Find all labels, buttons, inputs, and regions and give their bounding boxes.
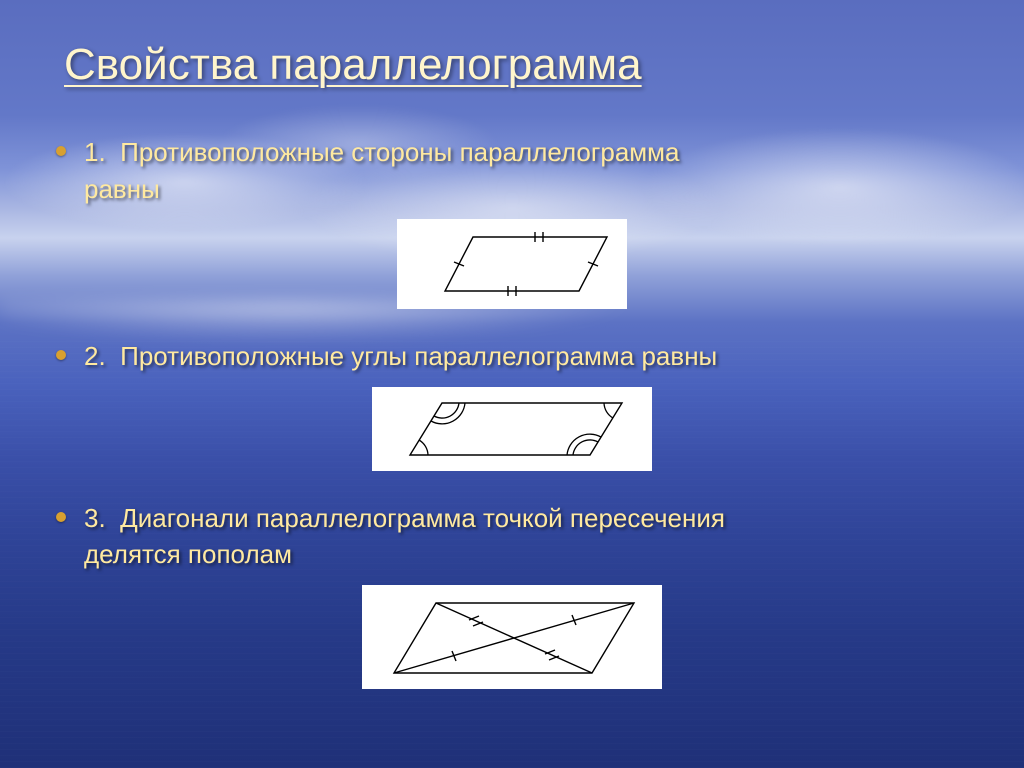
figure-3-wrap xyxy=(50,585,974,694)
property-1-line1: Противоположные стороны параллелограмма xyxy=(120,137,679,167)
property-1-line2: равны xyxy=(50,173,974,206)
figure-2-wrap xyxy=(50,387,974,476)
slide: Свойства параллелограмма 1. Противополож… xyxy=(0,0,1024,768)
figure-1-wrap xyxy=(50,219,974,314)
property-2-number: 2. xyxy=(84,341,106,371)
slide-title: Свойства параллелограмма xyxy=(64,40,974,90)
property-1-number: 1. xyxy=(84,137,106,167)
property-3-number: 3. xyxy=(84,503,106,533)
figure-1-sides xyxy=(397,219,627,309)
property-item-1: 1. Противоположные стороны параллелограм… xyxy=(50,136,974,169)
properties-list: 1. Противоположные стороны параллелограм… xyxy=(50,136,974,694)
property-3-line2: делятся пополам xyxy=(50,538,974,571)
property-item-3: 3. Диагонали параллелограмма точкой пере… xyxy=(50,502,974,535)
property-3-text: 3. Диагонали параллелограмма точкой пере… xyxy=(84,503,725,533)
property-2-line1: Противоположные углы параллелограмма рав… xyxy=(120,341,717,371)
property-3-line1: Диагонали параллелограмма точкой пересеч… xyxy=(120,503,725,533)
figure-3-diagonals xyxy=(362,585,662,689)
property-2-text: 2. Противоположные углы параллелограмма … xyxy=(84,341,717,371)
figure-2-angles xyxy=(372,387,652,471)
property-1-text: 1. Противоположные стороны параллелограм… xyxy=(84,137,680,167)
property-item-2: 2. Противоположные углы параллелограмма … xyxy=(50,340,974,373)
